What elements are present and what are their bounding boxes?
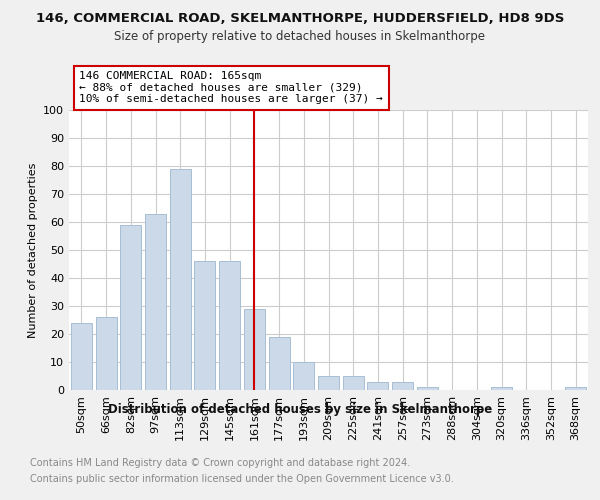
Text: Contains HM Land Registry data © Crown copyright and database right 2024.: Contains HM Land Registry data © Crown c…: [30, 458, 410, 468]
Bar: [392, 382, 413, 390]
Text: Distribution of detached houses by size in Skelmanthorpe: Distribution of detached houses by size …: [108, 402, 492, 415]
Bar: [565, 387, 586, 390]
Bar: [244, 309, 265, 390]
Bar: [343, 376, 364, 390]
Y-axis label: Number of detached properties: Number of detached properties: [28, 162, 38, 338]
Bar: [170, 169, 191, 390]
Bar: [367, 382, 388, 390]
Text: 146, COMMERCIAL ROAD, SKELMANTHORPE, HUDDERSFIELD, HD8 9DS: 146, COMMERCIAL ROAD, SKELMANTHORPE, HUD…: [36, 12, 564, 26]
Bar: [417, 387, 438, 390]
Bar: [95, 317, 116, 390]
Bar: [194, 261, 215, 390]
Bar: [293, 362, 314, 390]
Bar: [120, 225, 141, 390]
Bar: [318, 376, 339, 390]
Text: Size of property relative to detached houses in Skelmanthorpe: Size of property relative to detached ho…: [115, 30, 485, 43]
Bar: [219, 261, 240, 390]
Bar: [491, 387, 512, 390]
Bar: [71, 323, 92, 390]
Bar: [269, 337, 290, 390]
Text: Contains public sector information licensed under the Open Government Licence v3: Contains public sector information licen…: [30, 474, 454, 484]
Bar: [145, 214, 166, 390]
Text: 146 COMMERCIAL ROAD: 165sqm
← 88% of detached houses are smaller (329)
10% of se: 146 COMMERCIAL ROAD: 165sqm ← 88% of det…: [79, 71, 383, 104]
